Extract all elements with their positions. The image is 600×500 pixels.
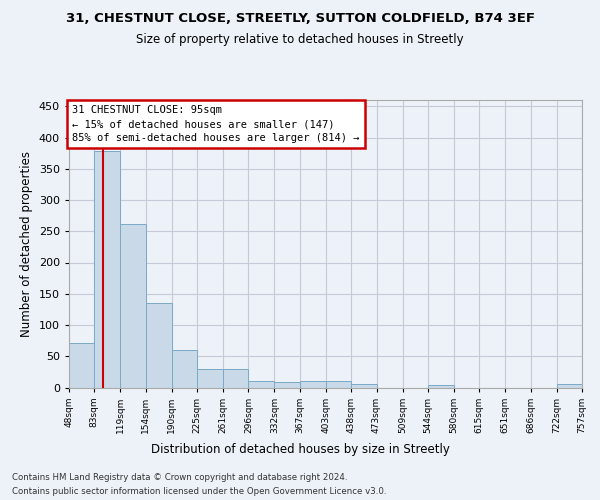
Text: 31, CHESTNUT CLOSE, STREETLY, SUTTON COLDFIELD, B74 3EF: 31, CHESTNUT CLOSE, STREETLY, SUTTON COL… bbox=[65, 12, 535, 26]
Bar bbox=[326, 381, 351, 388]
Bar bbox=[146, 302, 172, 388]
Text: Contains HM Land Registry data © Crown copyright and database right 2024.: Contains HM Land Registry data © Crown c… bbox=[12, 472, 347, 482]
Bar bbox=[274, 382, 300, 388]
Text: Distribution of detached houses by size in Streetly: Distribution of detached houses by size … bbox=[151, 442, 449, 456]
Bar bbox=[351, 384, 377, 388]
Bar bbox=[300, 381, 326, 388]
Bar bbox=[223, 369, 248, 388]
Bar bbox=[248, 381, 274, 388]
Bar bbox=[197, 369, 223, 388]
Bar bbox=[69, 342, 94, 388]
Text: 31 CHESTNUT CLOSE: 95sqm
← 15% of detached houses are smaller (147)
85% of semi-: 31 CHESTNUT CLOSE: 95sqm ← 15% of detach… bbox=[72, 105, 359, 143]
Bar bbox=[94, 151, 121, 388]
Y-axis label: Number of detached properties: Number of detached properties bbox=[20, 151, 33, 337]
Bar bbox=[428, 385, 454, 388]
Bar bbox=[121, 224, 146, 388]
Bar bbox=[172, 350, 197, 388]
Text: Contains public sector information licensed under the Open Government Licence v3: Contains public sector information licen… bbox=[12, 488, 386, 496]
Bar bbox=[557, 384, 582, 388]
Text: Size of property relative to detached houses in Streetly: Size of property relative to detached ho… bbox=[136, 32, 464, 46]
